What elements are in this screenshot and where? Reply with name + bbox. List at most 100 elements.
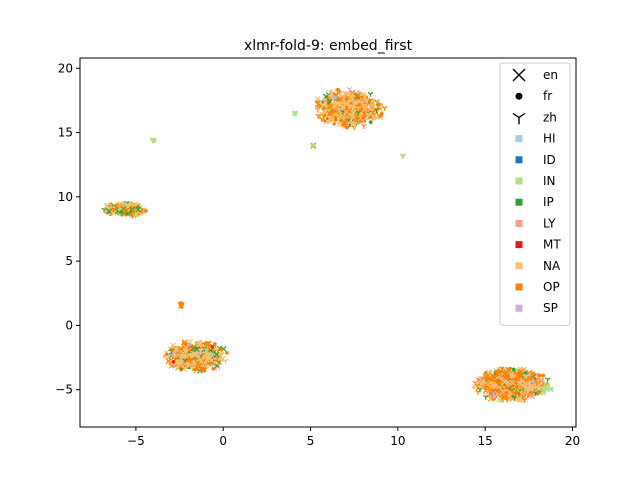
data-point: [117, 204, 124, 211]
data-point: [544, 377, 551, 383]
data-point: [215, 351, 222, 358]
data-point: [500, 388, 506, 394]
data-point: [207, 361, 213, 367]
data-point: [491, 385, 495, 389]
data-point: [513, 384, 520, 390]
legend-marker-zh: [512, 112, 526, 125]
legend-label: en: [543, 68, 558, 82]
data-point: [216, 362, 222, 368]
data-point: [523, 371, 528, 375]
data-point: [356, 99, 361, 104]
legend-label: OP: [543, 280, 560, 294]
legend-label: SP: [543, 301, 558, 315]
data-point: [545, 385, 549, 389]
data-point: [335, 112, 341, 118]
data-point: [348, 92, 354, 99]
data-point: [319, 117, 325, 122]
data-point: [549, 387, 554, 391]
data-point: [482, 387, 489, 394]
data-point: [519, 398, 523, 403]
data-point: [115, 203, 119, 208]
data-point: [314, 107, 321, 113]
data-point: [323, 97, 327, 102]
data-point: [530, 372, 537, 379]
data-point: [332, 111, 339, 118]
legend-swatch-OP: [515, 283, 523, 291]
legend-swatch-MT: [515, 241, 523, 249]
data-point: [521, 397, 528, 403]
data-point: [353, 101, 358, 106]
y-tick-label: 20: [58, 61, 73, 75]
data-point: [472, 385, 476, 390]
x-tick-label: −5: [127, 434, 145, 448]
data-point: [501, 379, 508, 386]
data-point: [213, 342, 217, 346]
data-point: [220, 358, 224, 362]
x-tick-label: 20: [565, 434, 580, 448]
data-point: [475, 381, 481, 387]
data-point: [359, 111, 363, 116]
data-point: [198, 339, 203, 344]
data-point: [367, 91, 374, 97]
data-point: [359, 95, 365, 100]
data-point: [537, 373, 542, 378]
data-point: [373, 107, 380, 113]
data-point: [487, 390, 494, 397]
legend-label: MT: [543, 238, 561, 252]
data-point: [167, 363, 173, 369]
x-tick-label: 15: [478, 434, 493, 448]
data-point: [346, 86, 353, 92]
data-point: [494, 388, 501, 395]
data-point: [175, 365, 180, 369]
legend-swatch-IP: [515, 198, 523, 206]
data-point: [361, 123, 367, 129]
plot-frame: [79, 57, 577, 428]
legend-label: IP: [543, 195, 554, 209]
data-point: [188, 357, 192, 362]
data-point: [337, 89, 341, 94]
legend-marker-fr: [515, 92, 523, 100]
legend-marker-en: [512, 68, 526, 82]
data-point: [505, 385, 509, 390]
data-point: [508, 366, 512, 371]
data-point: [169, 348, 175, 353]
legend-swatch-SP: [515, 304, 523, 312]
data-point: [324, 118, 331, 124]
legend-label: HI: [543, 132, 556, 146]
data-point: [381, 106, 388, 111]
data-point: [200, 366, 207, 373]
data-point: [369, 110, 376, 115]
data-point: [314, 95, 321, 102]
data-point: [363, 93, 367, 98]
data-point: [171, 360, 176, 364]
data-point: [515, 372, 520, 377]
data-point: [528, 385, 535, 391]
data-point: [193, 346, 200, 353]
data-point: [319, 102, 325, 108]
data-point: [343, 109, 350, 115]
y-tick-label: 15: [58, 126, 73, 140]
data-point: [482, 373, 489, 380]
data-point: [135, 206, 142, 213]
data-point: [310, 143, 315, 147]
data-point: [504, 390, 509, 395]
data-point: [350, 110, 357, 116]
legend-swatch-ID: [515, 156, 523, 164]
data-point: [361, 106, 368, 113]
data-point: [523, 373, 530, 379]
data-point: [331, 117, 335, 122]
data-point: [182, 358, 188, 364]
data-point: [103, 202, 110, 209]
data-point: [293, 111, 297, 115]
legend-label: IN: [543, 174, 556, 188]
data-point: [191, 365, 198, 372]
data-point: [542, 389, 547, 393]
data-point: [357, 115, 364, 121]
data-point: [506, 374, 510, 379]
data-point: [322, 114, 327, 118]
data-point: [205, 365, 209, 369]
data-point: [330, 110, 334, 114]
legend-label: zh: [543, 110, 557, 124]
data-point: [508, 398, 512, 402]
data-point: [519, 391, 526, 398]
